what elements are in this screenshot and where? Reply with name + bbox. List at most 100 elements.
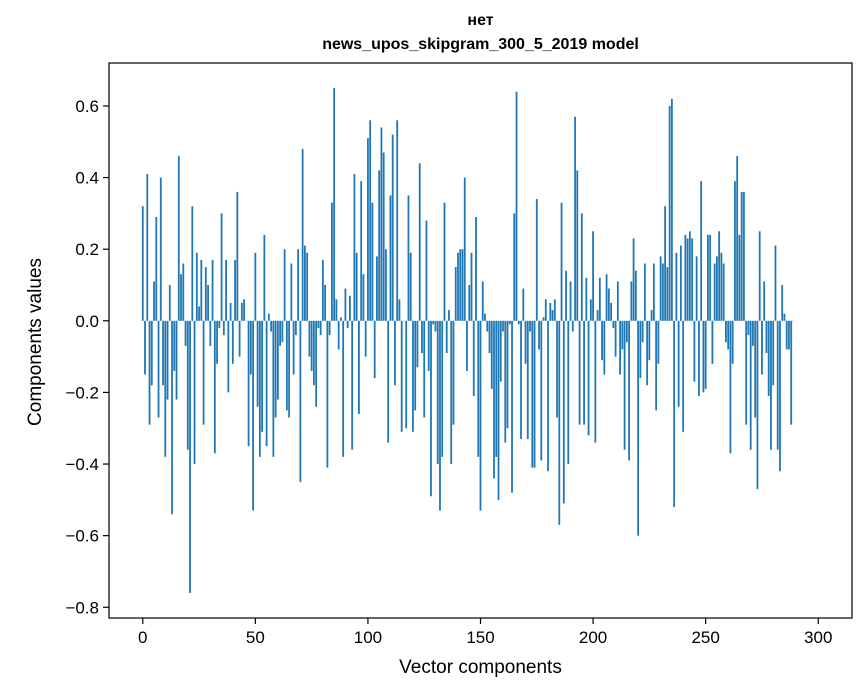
bar	[391, 134, 394, 321]
bar	[661, 263, 664, 321]
bar	[580, 213, 583, 321]
bar	[342, 320, 345, 457]
bar	[621, 320, 624, 350]
bar	[601, 320, 603, 361]
bar	[416, 320, 419, 368]
bar	[344, 288, 347, 321]
x-tick-label: 200	[579, 628, 607, 647]
bar	[430, 320, 432, 497]
bar	[146, 174, 149, 321]
bar	[700, 181, 703, 321]
bar	[385, 249, 387, 321]
bar	[542, 317, 545, 321]
bar	[776, 320, 779, 450]
bar	[571, 320, 574, 332]
bar	[765, 320, 768, 354]
bar	[761, 320, 763, 375]
bar	[477, 320, 480, 457]
bar	[650, 310, 653, 321]
bar	[461, 249, 464, 321]
bar	[666, 267, 669, 321]
bar	[628, 320, 630, 461]
bar	[553, 299, 556, 321]
y-tick-label: −0.4	[65, 455, 99, 474]
bar	[394, 320, 396, 386]
bar	[369, 120, 372, 321]
y-tick-label: 0.4	[75, 169, 99, 188]
bar	[159, 177, 162, 321]
bar	[533, 320, 536, 468]
bar	[711, 320, 714, 364]
bar	[630, 281, 633, 321]
x-tick-label: 150	[466, 628, 494, 647]
bar	[355, 252, 358, 321]
x-tick-label: 100	[354, 628, 382, 647]
bar	[175, 320, 178, 400]
bar	[677, 320, 680, 407]
bar	[698, 320, 700, 396]
bar	[526, 320, 529, 439]
bar	[376, 256, 378, 321]
bar	[164, 320, 167, 457]
bar	[193, 320, 196, 465]
bar	[738, 234, 741, 321]
bar	[529, 320, 531, 332]
bar	[353, 174, 356, 321]
bar	[238, 320, 241, 357]
bar	[328, 320, 331, 336]
bar	[587, 320, 590, 436]
bar	[265, 320, 268, 447]
bar	[585, 277, 588, 321]
bar	[358, 320, 360, 414]
bar	[513, 213, 516, 321]
bar	[682, 320, 685, 432]
bar	[623, 320, 626, 450]
bar	[249, 320, 252, 375]
bar	[517, 320, 520, 325]
bar	[439, 320, 441, 511]
bar	[576, 170, 579, 321]
bar	[373, 320, 376, 379]
bar	[297, 249, 300, 321]
bar	[243, 299, 245, 321]
bar	[308, 320, 311, 357]
bar	[443, 202, 446, 321]
bar	[727, 320, 730, 350]
bar	[747, 320, 750, 336]
bar	[263, 234, 266, 321]
bar	[331, 202, 333, 321]
bar	[247, 320, 250, 447]
bar	[475, 216, 477, 321]
bar	[229, 302, 232, 321]
bar	[319, 320, 322, 336]
bar	[459, 249, 462, 321]
bar	[729, 320, 732, 454]
bar	[695, 256, 698, 321]
bar	[168, 285, 171, 321]
bar	[240, 302, 243, 321]
bar	[565, 270, 567, 321]
bar	[594, 320, 597, 443]
bar	[693, 320, 696, 382]
y-axis-label: Components values	[25, 258, 46, 426]
bar	[679, 245, 682, 321]
bar	[220, 213, 223, 321]
bar	[520, 320, 522, 439]
bar	[718, 231, 721, 321]
bar	[688, 231, 691, 321]
bar	[592, 231, 594, 321]
bar	[148, 320, 151, 425]
bar	[652, 263, 655, 321]
bar	[637, 320, 640, 536]
bar	[412, 320, 414, 432]
bar	[785, 320, 788, 350]
bar	[261, 320, 263, 432]
y-tick-label: 0.6	[75, 97, 99, 116]
bar	[720, 252, 723, 321]
bar	[299, 320, 302, 482]
bar	[722, 263, 725, 321]
bar	[324, 285, 327, 321]
bar	[664, 206, 667, 321]
bar	[772, 320, 775, 386]
